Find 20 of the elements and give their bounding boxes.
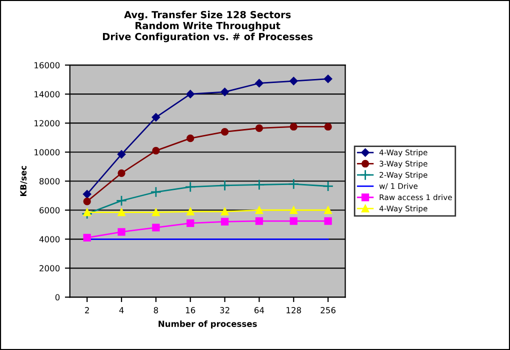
x-tick-label: 2 [85, 307, 89, 314]
y-tick-label: 16000 [34, 62, 60, 68]
x-tick-label: 256 [320, 307, 336, 314]
y-tick-label: 0 [55, 294, 60, 300]
y-tick-label: 12000 [34, 120, 60, 126]
chart-title: Avg. Transfer Size 128 Sectors Random Write Throughput Drive Configuration vs. # of Processes [102, 10, 313, 42]
x-tick-label: 128 [286, 307, 302, 314]
y-tick-label: 4000 [39, 236, 60, 242]
x-tick-label: 16 [186, 307, 196, 314]
y-tick-label: 10000 [34, 149, 60, 156]
x-tick-label: 64 [254, 307, 264, 314]
y-tick-label: 14000 [34, 91, 60, 98]
x-tick-label: 32 [220, 307, 230, 314]
y-tick-label: 8000 [40, 178, 60, 184]
y-axis-title: KB/sec [20, 166, 28, 196]
x-tick-label: 8 [154, 307, 158, 314]
x-axis-title: Number of processes [158, 320, 257, 329]
y-tick-label: 2000 [40, 265, 60, 272]
y-tick-label: 6000 [40, 207, 60, 214]
x-tick-label: 4 [119, 307, 124, 314]
